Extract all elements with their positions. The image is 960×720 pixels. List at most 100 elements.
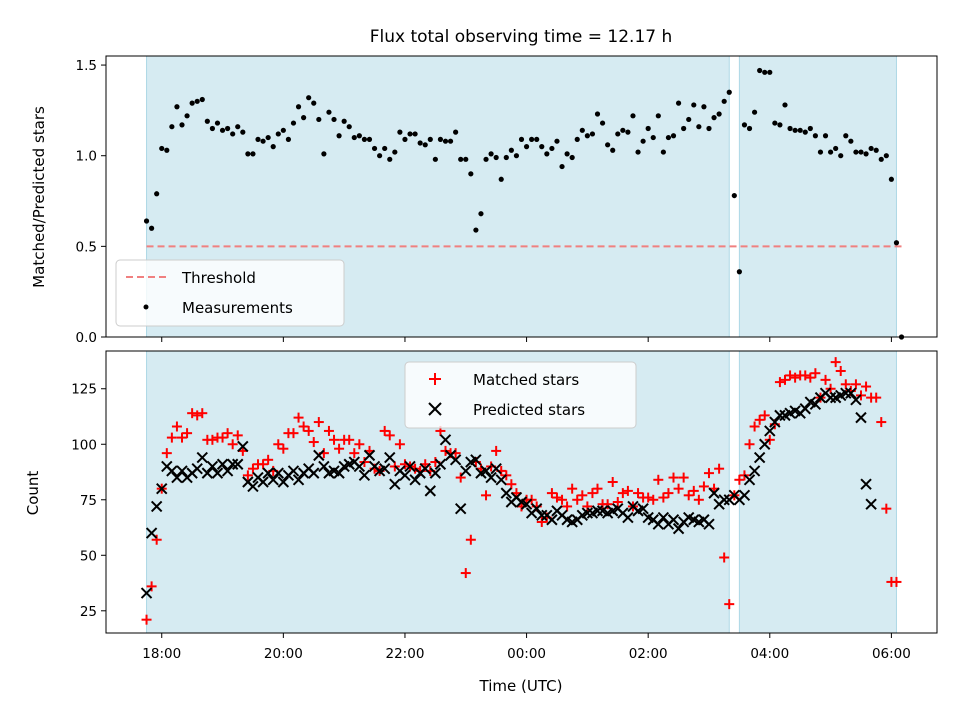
matched-star-point [379, 425, 390, 436]
predicted-star-point [667, 514, 680, 526]
measurement-point [822, 133, 829, 139]
measurement-point [686, 116, 692, 123]
matched-star-point [288, 428, 299, 439]
measurement-point [746, 125, 753, 132]
matched-star-point [774, 377, 785, 388]
measurement-point [194, 98, 200, 104]
measurement-point [498, 176, 504, 182]
matched-star-point [612, 496, 623, 507]
x-tick-label: 22:00 [386, 646, 425, 662]
predicted-star-point [399, 469, 411, 482]
measurement-point [240, 129, 246, 135]
x-tick-label: 02:00 [629, 646, 668, 662]
predicted-star-point [672, 522, 685, 535]
measurement-point [270, 144, 276, 150]
legend-measurements-swatch [143, 304, 149, 310]
legend-top: Threshold Measurements [115, 259, 345, 327]
matched-star-point [587, 488, 598, 499]
matched-star-point [830, 357, 841, 368]
predicted-star-point [156, 482, 168, 495]
measurement-point [260, 138, 266, 144]
matched-star-point [658, 492, 669, 503]
matched-star-point [678, 472, 689, 483]
matched-star-point [607, 477, 618, 488]
measurement-point [326, 109, 332, 115]
predicted-star-point [287, 465, 300, 477]
measurement-point [447, 138, 454, 144]
predicted-star-point [439, 434, 452, 446]
matched-star-point [227, 439, 238, 450]
measurement-point [463, 156, 469, 162]
top-y-tick-label: 1.5 [76, 58, 97, 74]
matched-star-point [688, 485, 699, 496]
predicted-star-point [799, 403, 811, 415]
matched-star-point [146, 581, 157, 592]
x-tick-label: 20:00 [264, 646, 303, 662]
matched-star-point [693, 494, 704, 505]
bottom-y-tick-label: 125 [71, 382, 97, 398]
predicted-star-point [378, 462, 391, 475]
measurement-point [635, 149, 641, 155]
predicted-star-point [171, 471, 183, 484]
measurement-point [797, 127, 803, 133]
measurement-point [422, 142, 428, 148]
predicted-star-point [708, 487, 720, 499]
matched-star-point [303, 425, 314, 436]
matched-star-point [749, 421, 760, 432]
measurement-point [301, 115, 307, 121]
measurement-point [468, 171, 474, 177]
measurement-point [736, 269, 742, 275]
measurement-point [848, 138, 854, 144]
measurement-point [893, 240, 900, 246]
measurement-point [802, 129, 808, 135]
panel-top: 0.0 0.5 1.0 1.5 Flux total observing time =… [30, 27, 938, 346]
matched-star-point [734, 474, 745, 485]
matched-star-point [572, 494, 583, 505]
measurement-point [295, 104, 302, 110]
legend-matched-label: Matched stars [473, 371, 579, 389]
measurement-point [341, 118, 347, 124]
measurement-point [366, 136, 373, 142]
predicted-star-point [753, 451, 766, 464]
matched-star-point [384, 430, 395, 441]
measurement-point [741, 122, 748, 128]
matched-star-point [308, 437, 319, 448]
predicted-star-point [774, 409, 786, 422]
predicted-star-point [272, 467, 284, 479]
top-observing-interval [738, 55, 897, 338]
predicted-star-point [145, 527, 158, 539]
matched-star-point [298, 421, 309, 432]
top-y-tick-label: 0.0 [76, 330, 97, 346]
measurement-point [523, 144, 530, 150]
measurement-point [615, 131, 621, 137]
measurement-point [371, 145, 378, 152]
predicted-star-point [257, 476, 269, 488]
measurement-point [660, 149, 666, 155]
matched-star-point [334, 443, 345, 454]
measurement-point [412, 131, 418, 137]
measurement-point [716, 111, 722, 117]
measurement-point [691, 102, 697, 108]
measurement-point [478, 211, 484, 217]
matched-star-point [673, 483, 684, 494]
predicted-star-point [855, 411, 867, 424]
matched-star-point [557, 494, 568, 505]
measurement-point [544, 151, 550, 157]
measurement-point [159, 145, 165, 152]
measurement-point [442, 138, 449, 144]
measurement-point [245, 151, 251, 157]
measurement-point [640, 138, 646, 144]
measurement-point [782, 102, 788, 108]
predicted-star-point [657, 511, 670, 524]
matched-star-point [653, 474, 664, 485]
bottom-observing-interval [738, 350, 897, 634]
measurement-point [432, 156, 438, 162]
bottom-y-tick-label: 50 [80, 548, 97, 564]
measurement-point [331, 116, 337, 123]
measurement-point [427, 136, 433, 142]
matched-star-point [779, 374, 790, 385]
measurement-point [833, 145, 839, 152]
matched-star-point [506, 479, 517, 490]
measurement-point [878, 156, 884, 162]
measurement-point [164, 147, 170, 153]
